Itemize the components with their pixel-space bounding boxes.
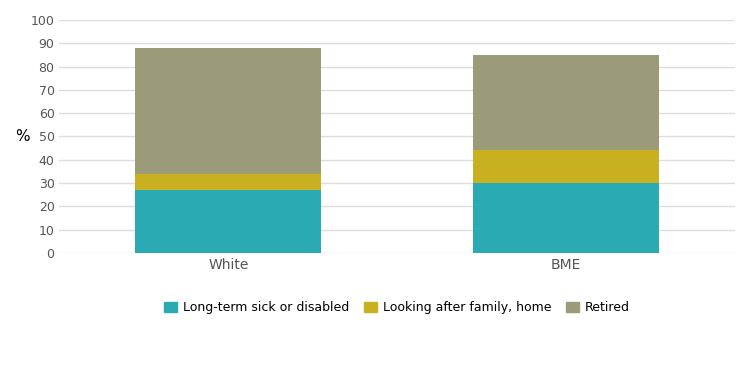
Bar bbox=[136, 48, 321, 174]
Bar bbox=[136, 174, 321, 190]
Bar bbox=[473, 150, 659, 183]
Bar bbox=[136, 190, 321, 253]
Bar bbox=[473, 183, 659, 253]
Y-axis label: %: % bbox=[15, 129, 30, 144]
Bar bbox=[473, 55, 659, 150]
Legend: Long-term sick or disabled, Looking after family, home, Retired: Long-term sick or disabled, Looking afte… bbox=[159, 297, 635, 320]
